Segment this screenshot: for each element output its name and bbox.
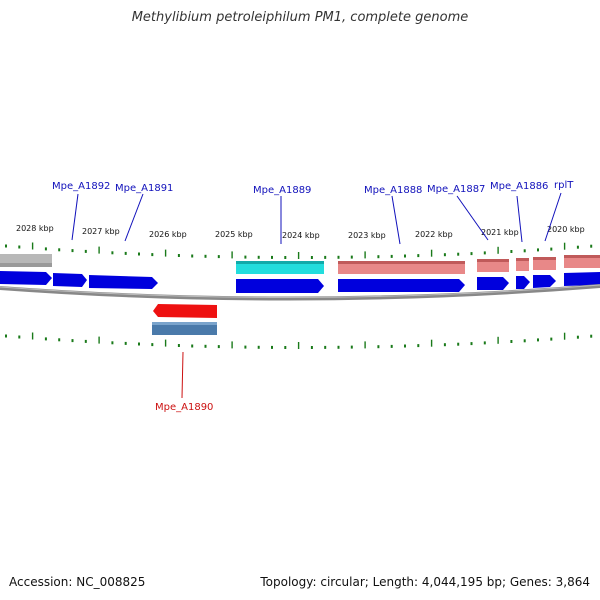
label-leaders xyxy=(71,192,562,399)
gene-track xyxy=(0,254,600,274)
scale-label: 2024 kbp xyxy=(282,231,320,240)
scale-label: 2025 kbp xyxy=(215,230,253,239)
scale-label: 2021 kbp xyxy=(481,228,519,237)
cds-arrow xyxy=(477,277,509,290)
genome-backbone xyxy=(0,284,600,301)
cds-arrow-reverse xyxy=(153,304,217,318)
gene-label[interactable]: rplT xyxy=(554,180,574,191)
outer-tick-row xyxy=(5,242,593,259)
cds-arrow xyxy=(236,279,324,293)
cds-arrow xyxy=(89,275,158,289)
scale-labels: 2028 kbp 2027 kbp 2026 kbp 2025 kbp 2024… xyxy=(16,224,585,240)
scale-label: 2027 kbp xyxy=(82,227,120,236)
topology-text: Topology: circular; Length: 4,044,195 bp… xyxy=(260,575,590,589)
scale-label: 2028 kbp xyxy=(16,224,54,233)
reverse-track xyxy=(152,304,217,335)
genome-title: Methylibium petroleiphilum PM1, complete… xyxy=(131,10,469,25)
cds-arrow xyxy=(0,271,52,285)
gene-bar-steel xyxy=(152,322,217,335)
cds-arrow xyxy=(53,273,87,287)
inner-tick-row xyxy=(5,332,593,349)
gene-label[interactable]: Mpe_A1886 xyxy=(490,181,548,192)
gene-label[interactable]: Mpe_A1888 xyxy=(364,185,422,196)
scale-label: 2026 kbp xyxy=(149,230,187,239)
gene-bar-pink xyxy=(477,259,509,272)
cds-arrow xyxy=(516,276,530,289)
gene-label[interactable]: Mpe_A1887 xyxy=(427,184,485,195)
gene-bar-pink xyxy=(564,255,600,268)
scale-label: 2022 kbp xyxy=(415,230,453,239)
cds-arrow xyxy=(564,272,600,286)
gene-label[interactable]: Mpe_A1891 xyxy=(115,183,173,194)
gene-bar-pink xyxy=(338,261,465,274)
gene-bar-pink xyxy=(533,257,556,270)
cds-arrow xyxy=(338,279,465,292)
scale-label: 2020 kbp xyxy=(547,225,585,234)
cds-track xyxy=(0,271,600,293)
gene-label[interactable]: Mpe_A1890 xyxy=(155,402,213,413)
accession-text: Accession: NC_008825 xyxy=(9,575,146,589)
scale-label: 2023 kbp xyxy=(348,231,386,240)
gene-labels: Mpe_A1892 Mpe_A1891 Mpe_A1889 Mpe_A1888 … xyxy=(52,180,574,413)
gene-label[interactable]: Mpe_A1889 xyxy=(253,185,311,196)
cds-arrow xyxy=(533,275,556,288)
gene-bar-pink xyxy=(516,258,529,271)
gene-label[interactable]: Mpe_A1892 xyxy=(52,181,110,192)
gene-bar-cyan xyxy=(236,261,324,274)
